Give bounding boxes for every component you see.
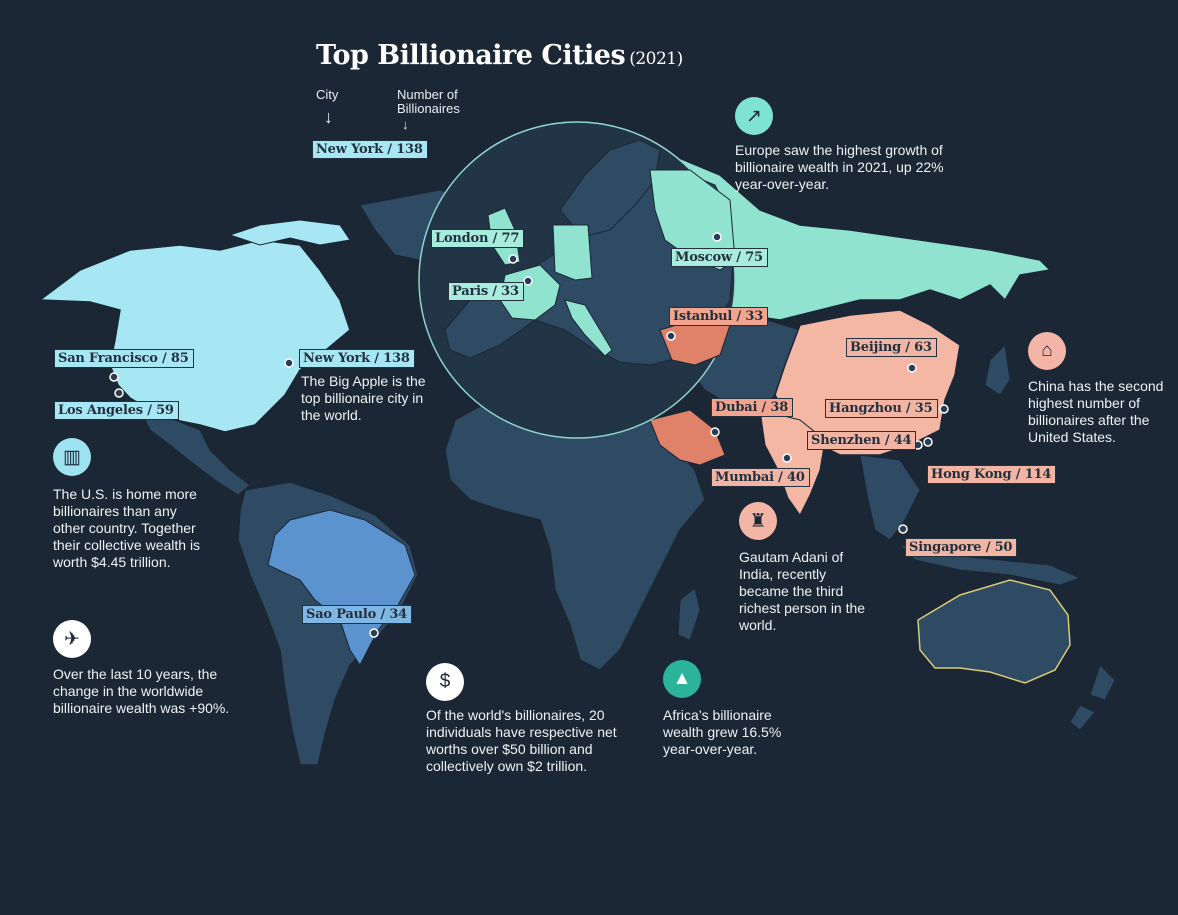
city-label-los-angeles: Los Angeles / 59 <box>54 401 179 420</box>
key-count-label: Number of Billionaires <box>397 87 460 116</box>
key-count-arrow-icon: ↓ <box>402 117 409 132</box>
fact-top-twenty: Of the world's billionaires, 20 individu… <box>426 707 617 774</box>
coins-icon: $ <box>426 663 464 701</box>
title-year: (2021) <box>629 49 683 69</box>
dot-hong-kong <box>923 437 933 447</box>
skyline-icon: ▥ <box>53 438 91 476</box>
france-shape <box>499 264 561 321</box>
fact-decade-growth: Over the last 10 years, the change in th… <box>53 666 230 716</box>
businessman-icon: ♜ <box>739 502 777 540</box>
city-label-sao-paulo: Sao Paulo / 34 <box>302 605 413 624</box>
japan-shape <box>984 343 1011 396</box>
city-dots <box>109 232 949 638</box>
city-label-istanbul: Istanbul / 33 <box>669 307 769 326</box>
southeast-asia-shape <box>859 454 921 541</box>
dot-san-francisco <box>109 372 119 382</box>
page-title: Top Billionaire Cities (2021) <box>316 40 683 71</box>
fact-africa: Africa’s billionaire wealth grew 16.5% y… <box>663 707 782 757</box>
italy-shape <box>564 299 613 357</box>
madagascar-shape <box>677 587 701 641</box>
fact-europe: Europe saw the highest growth of billion… <box>735 142 944 192</box>
fact-new-york: The Big Apple is the top billionaire cit… <box>301 373 426 423</box>
city-label-shenzhen: Shenzhen / 44 <box>807 431 917 450</box>
city-label-beijing: Beijing / 63 <box>846 338 937 357</box>
dot-hangzhou <box>939 404 949 414</box>
fact-united-states: The U.S. is home more billionaires than … <box>53 486 201 570</box>
dot-beijing <box>907 363 917 373</box>
central-america-shape <box>139 409 251 496</box>
dot-london <box>508 254 518 264</box>
west-russia-shape <box>649 169 736 271</box>
city-label-hong-kong: Hong Kong / 114 <box>927 465 1057 484</box>
new-zealand-shape <box>1069 664 1116 731</box>
city-label-new-york: New York / 138 <box>299 349 415 368</box>
city-label-singapore: Singapore / 50 <box>905 538 1018 557</box>
key-city-arrow-icon: ↓ <box>324 107 333 127</box>
dot-new-york <box>284 358 294 368</box>
dot-los-angeles <box>114 388 124 398</box>
city-label-hangzhou: Hangzhou / 35 <box>825 399 938 418</box>
city-label-paris: Paris / 33 <box>448 282 524 301</box>
australia-shape <box>917 579 1071 684</box>
city-label-san-francisco: San Francisco / 85 <box>54 349 194 368</box>
growth-chart-icon: ↗ <box>735 97 773 135</box>
dot-istanbul <box>666 331 676 341</box>
dot-singapore <box>898 524 908 534</box>
fact-adani: Gautam Adani of India, recently became t… <box>739 549 866 633</box>
brazil-shape <box>267 509 416 666</box>
arctic-islands-shape <box>228 219 351 246</box>
dot-dubai <box>710 427 720 437</box>
central-europe-shape <box>552 224 593 281</box>
key-city-label: City <box>316 87 339 102</box>
dot-mumbai <box>782 453 792 463</box>
key-example-label: New York / 138 <box>312 140 428 159</box>
city-label-london: London / 77 <box>431 229 525 248</box>
factory-icon: ⌂ <box>1028 332 1066 370</box>
arabia-shape <box>649 409 726 466</box>
city-label-mumbai: Mumbai / 40 <box>711 468 810 487</box>
dot-moscow <box>712 232 722 242</box>
fact-china: China has the second highest number of b… <box>1028 378 1164 445</box>
rocket-icon: ✈ <box>53 620 91 658</box>
city-label-dubai: Dubai / 38 <box>711 398 794 417</box>
pyramid-icon: ▲ <box>663 660 701 698</box>
dot-sao-paulo <box>369 628 379 638</box>
city-label-moscow: Moscow / 75 <box>671 248 768 267</box>
dot-paris <box>523 276 533 286</box>
